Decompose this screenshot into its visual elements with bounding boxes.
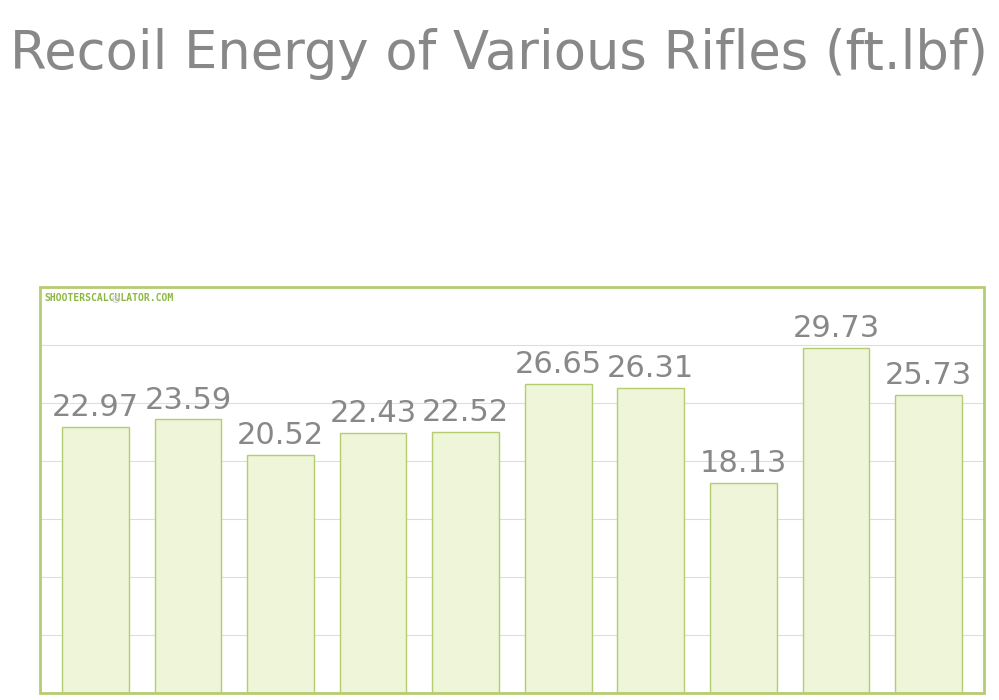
Bar xyxy=(802,348,869,693)
Text: 26.65: 26.65 xyxy=(514,350,601,379)
Text: SHOOTERSCALCULATOR.COM: SHOOTERSCALCULATOR.COM xyxy=(45,293,174,303)
Bar xyxy=(340,433,407,693)
Text: 29.73: 29.73 xyxy=(792,314,879,344)
Text: ⊕: ⊕ xyxy=(111,293,121,306)
Text: 22.43: 22.43 xyxy=(330,399,417,428)
Text: 25.73: 25.73 xyxy=(885,361,972,390)
Text: Recoil Energy of Various Rifles (ft.lbf): Recoil Energy of Various Rifles (ft.lbf) xyxy=(11,28,988,80)
Text: 22.97: 22.97 xyxy=(52,393,139,422)
Text: 26.31: 26.31 xyxy=(607,354,694,383)
Bar xyxy=(433,432,500,693)
Bar xyxy=(710,483,776,693)
Bar xyxy=(895,395,962,693)
Bar xyxy=(617,388,684,693)
Bar xyxy=(62,426,129,693)
Text: 20.52: 20.52 xyxy=(237,421,324,450)
Bar xyxy=(155,419,222,693)
Text: 22.52: 22.52 xyxy=(423,398,509,427)
Bar xyxy=(248,455,314,693)
Text: 23.59: 23.59 xyxy=(145,386,232,414)
Bar xyxy=(524,384,591,693)
Text: 18.13: 18.13 xyxy=(699,449,787,478)
